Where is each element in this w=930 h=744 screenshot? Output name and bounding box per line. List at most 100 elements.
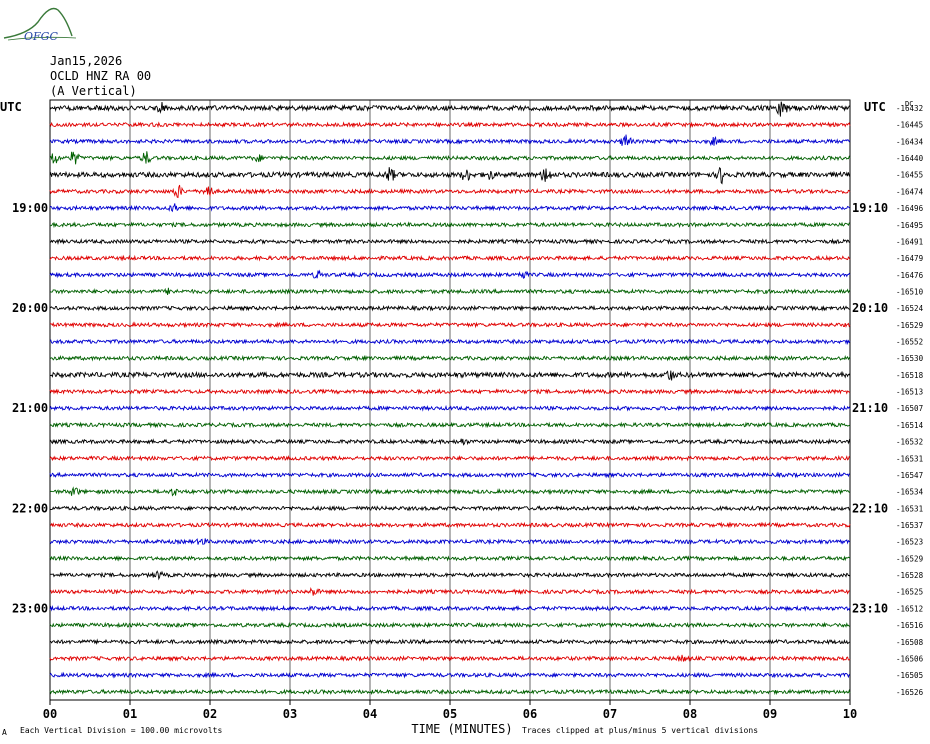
x-tick-label: 09	[763, 707, 777, 721]
dc-offset-label: -16528	[896, 571, 924, 580]
trace-line	[49, 604, 851, 612]
dc-offset-label: -16505	[896, 671, 923, 680]
dc-offset-label: -16495	[896, 221, 923, 230]
dc-offset-label: -16516	[896, 621, 924, 630]
dc-offset-label: -16537	[896, 521, 923, 530]
component-label: (A Vertical)	[50, 84, 137, 98]
trace-line	[49, 638, 851, 646]
trace-line	[49, 654, 851, 662]
trace-line	[49, 254, 851, 262]
corner-mark: A	[2, 728, 7, 737]
left-hour-label: 21:00	[12, 401, 48, 415]
trace-line	[49, 486, 851, 497]
trace-line	[49, 321, 851, 329]
dc-offset-label: -16455	[896, 171, 923, 180]
x-tick-label: 04	[363, 707, 377, 721]
dc-offset-label: -16514	[896, 421, 924, 430]
dc-header-label: DC	[905, 100, 913, 108]
station-code: OCLD HNZ RA 00	[50, 69, 152, 83]
x-tick-label: 00	[43, 707, 57, 721]
scale-note: Each Vertical Division = 100.00 microvol…	[20, 726, 223, 735]
trace-line	[49, 166, 851, 185]
dc-offset-label: -16531	[896, 504, 923, 513]
trace-line	[49, 570, 851, 581]
trace-line	[49, 671, 851, 679]
trace-line	[49, 269, 851, 280]
trace-line	[49, 238, 851, 245]
trace-line	[49, 471, 851, 479]
dc-offset-label: -16496	[896, 204, 924, 213]
dc-offset-label: -16524	[896, 304, 924, 313]
dc-offset-label: -16491	[896, 237, 923, 246]
x-tick-label: 01	[123, 707, 137, 721]
dc-offset-label: -16445	[896, 121, 923, 130]
dc-offset-label: -16531	[896, 454, 923, 463]
trace-line	[49, 621, 851, 629]
dc-offset-label: -16530	[896, 354, 924, 363]
right-hour-label: 21:10	[852, 401, 888, 415]
trace-line	[49, 505, 851, 512]
trace-line	[49, 287, 851, 295]
dc-offset-label: -16526	[896, 688, 924, 697]
right-hour-label: 19:10	[852, 201, 888, 215]
trace-line	[49, 134, 851, 147]
x-tick-label: 05	[443, 707, 457, 721]
trace-line	[49, 454, 851, 462]
trace-line	[49, 688, 851, 696]
x-tick-label: 03	[283, 707, 297, 721]
trace-line	[49, 203, 851, 213]
x-tick-label: 02	[203, 707, 217, 721]
trace-line	[49, 121, 851, 129]
left-axis-label: UTC	[0, 100, 22, 114]
dc-offset-label: -16518	[896, 371, 924, 380]
clip-note: Traces clipped at plus/minus 5 vertical …	[522, 726, 759, 735]
trace-line	[49, 421, 851, 429]
logo-text: OFGC	[24, 30, 58, 43]
trace-line	[49, 554, 851, 562]
trace-line	[49, 304, 851, 312]
logo-swoosh-icon	[3, 7, 73, 39]
dc-offset-label: -16510	[896, 287, 924, 296]
trace-line	[49, 354, 851, 362]
dc-offset-label: -16552	[896, 338, 923, 347]
dc-offset-label: -16432	[896, 104, 923, 113]
dc-offset-label: -16440	[896, 154, 924, 163]
left-hour-label: 23:00	[12, 601, 48, 615]
dc-offset-label: -16506	[896, 654, 924, 663]
dc-offset-label: -16532	[896, 438, 923, 447]
trace-line	[49, 370, 851, 381]
plot-date: Jan15,2026	[50, 54, 123, 68]
trace-line	[49, 184, 851, 199]
trace-line	[49, 151, 851, 165]
trace-line	[49, 538, 851, 546]
ofgc-logo: OFGC	[0, 0, 80, 52]
dc-offset-label: -16529	[896, 321, 923, 330]
trace-line	[49, 388, 851, 395]
dc-offset-label: -16547	[896, 471, 923, 480]
dc-offset-label: -16479	[896, 254, 923, 263]
x-tick-label: 06	[523, 707, 537, 721]
dc-offset-label: -16512	[896, 604, 923, 613]
x-tick-label: 10	[843, 707, 857, 721]
x-tick-label: 08	[683, 707, 697, 721]
axis-labels: 00 01 02 03 04 05 06 07 08 09 10 -16432 -16445 -16434…	[0, 100, 924, 736]
trace-line	[49, 338, 851, 346]
dc-offset-label: -16476	[896, 271, 924, 280]
left-hour-label: 20:00	[12, 301, 48, 315]
right-hour-label: 23:10	[852, 601, 888, 615]
dc-offset-label: -16523	[896, 538, 923, 547]
x-axis-title: TIME (MINUTES)	[411, 722, 512, 736]
right-hour-label: 22:10	[852, 501, 888, 515]
trace-line	[49, 586, 850, 596]
right-axis-label: UTC	[864, 100, 886, 114]
dc-offset-label: -16474	[896, 187, 924, 196]
right-hour-label: 20:10	[852, 301, 888, 315]
x-tick-label: 07	[603, 707, 617, 721]
seismic-traces	[49, 101, 851, 696]
dc-offset-label: -16525	[896, 588, 923, 597]
left-hour-label: 19:00	[12, 201, 48, 215]
trace-line	[49, 404, 851, 412]
left-hour-label: 22:00	[12, 501, 48, 515]
dc-offset-label: -16529	[896, 554, 923, 563]
